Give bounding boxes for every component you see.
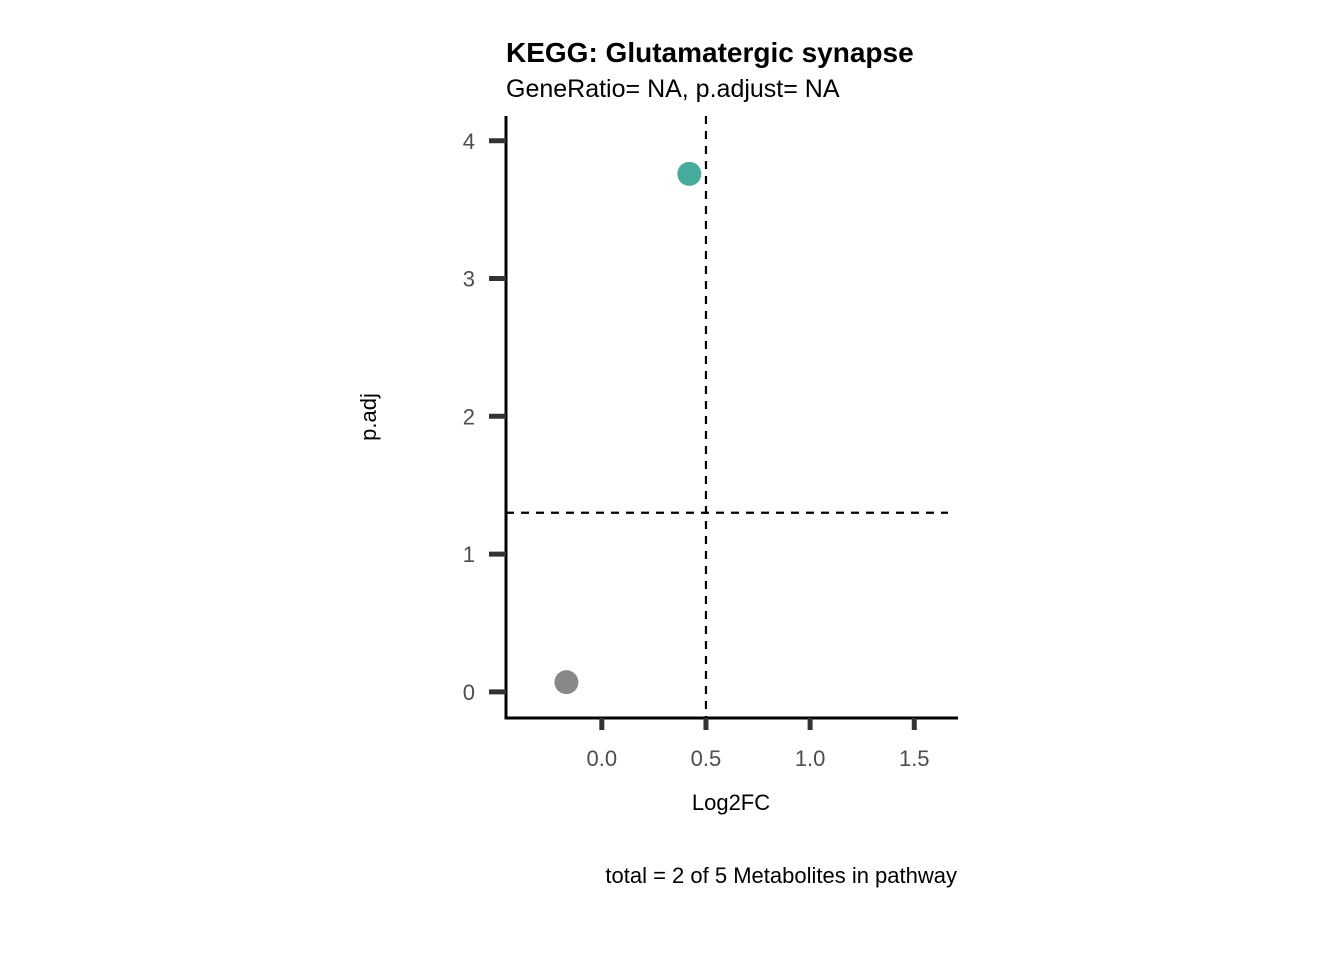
y-tick-label: 0 [463,680,475,705]
data-point-2 [677,161,702,186]
y-tick-label: 4 [463,129,475,154]
x-tick-label: 0.0 [587,746,618,771]
y-tick-label: 2 [463,404,475,429]
y-tick-label: 1 [463,542,475,567]
chart-subtitle: GeneRatio= NA, p.adjust= NA [506,75,840,103]
chart-title: KEGG: Glutamatergic synapse [506,37,914,68]
x-axis-ticks: 0.0 0.5 1.0 1.5 [587,718,930,771]
y-axis-ticks: 0 1 2 3 4 [463,129,506,705]
x-tick-label: 1.5 [899,746,930,771]
x-axis-title: Log2FC [692,790,770,815]
chart-caption: total = 2 of 5 Metabolites in pathway [605,863,957,888]
y-axis-title: p.adj [356,393,381,441]
y-tick-label: 3 [463,267,475,292]
data-point-1 [554,670,579,695]
x-tick-label: 1.0 [795,746,826,771]
x-tick-label: 0.5 [691,746,722,771]
plot-area [506,116,948,718]
